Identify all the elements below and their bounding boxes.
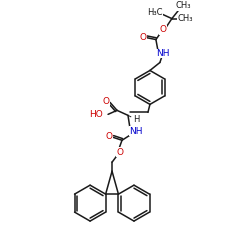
Text: HO: HO [89,110,103,119]
Text: NH: NH [156,49,170,58]
Text: H₃C: H₃C [147,8,163,17]
Text: NH: NH [129,127,143,136]
Text: CH₃: CH₃ [175,1,190,10]
Text: CH₃: CH₃ [177,14,192,23]
Text: O: O [160,25,166,34]
Text: O: O [106,132,112,141]
Text: H: H [133,115,139,124]
Text: O: O [116,148,123,157]
Text: O: O [102,97,110,106]
Text: O: O [140,33,146,42]
